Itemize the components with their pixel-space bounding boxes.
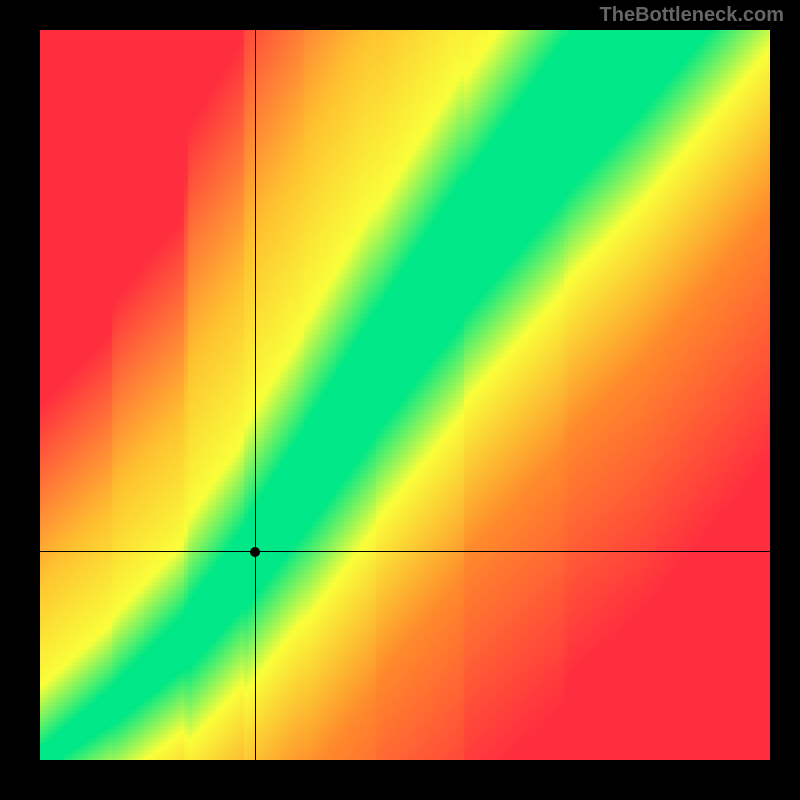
plot-area xyxy=(40,30,770,760)
crosshair-vertical xyxy=(255,30,256,760)
crosshair-horizontal xyxy=(40,551,770,552)
watermark-text: TheBottleneck.com xyxy=(600,4,784,27)
heatmap-canvas xyxy=(40,30,770,760)
crosshair-dot xyxy=(250,547,260,557)
chart-container: TheBottleneck.com xyxy=(0,0,800,800)
